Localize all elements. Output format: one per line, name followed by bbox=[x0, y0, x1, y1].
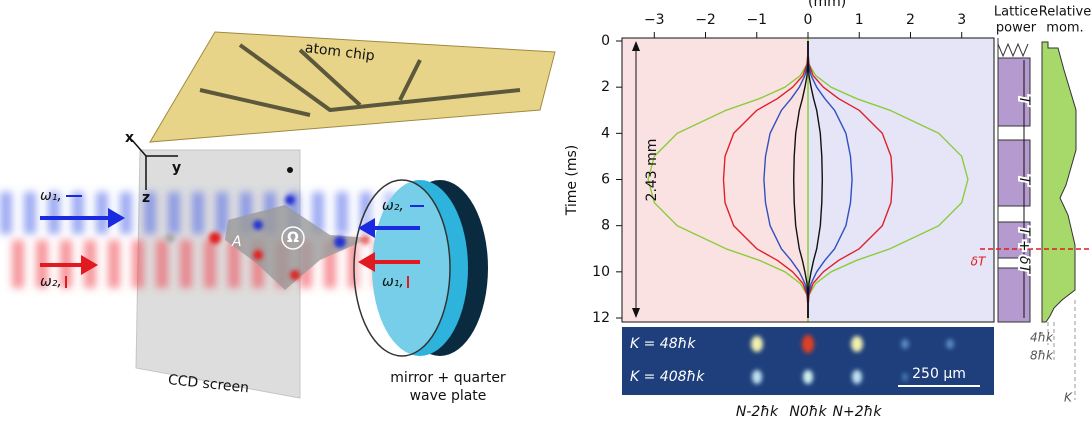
atom-clouds bbox=[165, 195, 370, 280]
region-right bbox=[808, 38, 994, 322]
y-tick-label: 10 bbox=[592, 264, 610, 280]
x-tick-label: 2 bbox=[906, 12, 915, 28]
trajectory bbox=[793, 41, 809, 318]
label: ω₂, bbox=[40, 274, 62, 290]
trajectory bbox=[807, 41, 969, 318]
x-tick-label: −1 bbox=[746, 12, 767, 28]
coordinate-axes bbox=[131, 139, 178, 190]
trajectory bbox=[722, 41, 809, 318]
x-tick-label: 3 bbox=[957, 12, 966, 28]
label: A bbox=[231, 234, 242, 250]
y-tick-label: 6 bbox=[601, 172, 610, 188]
chip-wires bbox=[199, 43, 521, 117]
label: 4ħk bbox=[1030, 331, 1054, 345]
label: T + δT bbox=[1016, 227, 1032, 275]
lattice-panel bbox=[997, 38, 1031, 323]
label: K = 408ħk bbox=[630, 369, 705, 385]
trajectory bbox=[647, 41, 809, 318]
x-tick-label: 1 bbox=[855, 12, 864, 28]
y-axis-label: Time (ms) bbox=[564, 145, 580, 217]
label: T bbox=[1016, 96, 1032, 106]
label: mom. bbox=[1046, 21, 1083, 36]
x-tick-label: −3 bbox=[644, 12, 665, 28]
arrows bbox=[40, 208, 420, 275]
momentum-panel bbox=[980, 41, 1092, 400]
label: power bbox=[996, 21, 1037, 36]
label: ω₁, bbox=[40, 188, 62, 204]
label: ω₁, bbox=[382, 274, 404, 290]
trajectory bbox=[807, 41, 853, 318]
label: K = 48ħk bbox=[630, 336, 696, 352]
x-tick-label: −2 bbox=[695, 12, 716, 28]
y-tick-label: 4 bbox=[601, 125, 610, 141]
x-axis-label: (mm) bbox=[808, 0, 846, 10]
label: ω₂, bbox=[382, 198, 404, 214]
y-tick-label: 0 bbox=[601, 33, 610, 49]
label: K bbox=[1064, 391, 1073, 405]
label: mirror + quarter bbox=[390, 370, 506, 386]
trajectory bbox=[763, 41, 809, 318]
label: N0ħk bbox=[789, 404, 827, 420]
image-peaks bbox=[751, 335, 954, 384]
y-tick-label: 12 bbox=[592, 310, 610, 326]
label: y bbox=[172, 160, 181, 176]
label: z bbox=[142, 190, 150, 206]
x-tick-label: 0 bbox=[804, 12, 813, 28]
rotation-icon bbox=[281, 226, 305, 250]
annotation: 2.43 mm bbox=[644, 139, 660, 202]
label: 250 μm bbox=[912, 366, 966, 382]
wave-plate bbox=[353, 179, 451, 357]
label: Relative bbox=[1039, 5, 1091, 20]
label: x bbox=[125, 130, 134, 146]
trajectory bbox=[807, 41, 894, 318]
label: N-2ħk bbox=[736, 404, 779, 420]
region-left bbox=[622, 38, 808, 322]
trajectory bbox=[807, 41, 823, 318]
arrow-head bbox=[632, 308, 640, 318]
label: T bbox=[1016, 176, 1032, 186]
y-tick-label: 2 bbox=[601, 79, 610, 95]
label: N+2ħk bbox=[833, 404, 883, 420]
atom-source bbox=[287, 167, 293, 173]
atom-chip bbox=[149, 31, 556, 143]
label: Ω bbox=[287, 230, 299, 246]
label: 8ħk bbox=[1030, 349, 1054, 363]
annotation: δT bbox=[971, 255, 987, 269]
arrow-head bbox=[632, 41, 640, 51]
label: wave plate bbox=[410, 388, 487, 404]
label: Lattice bbox=[994, 5, 1038, 20]
y-tick-label: 8 bbox=[601, 218, 610, 234]
